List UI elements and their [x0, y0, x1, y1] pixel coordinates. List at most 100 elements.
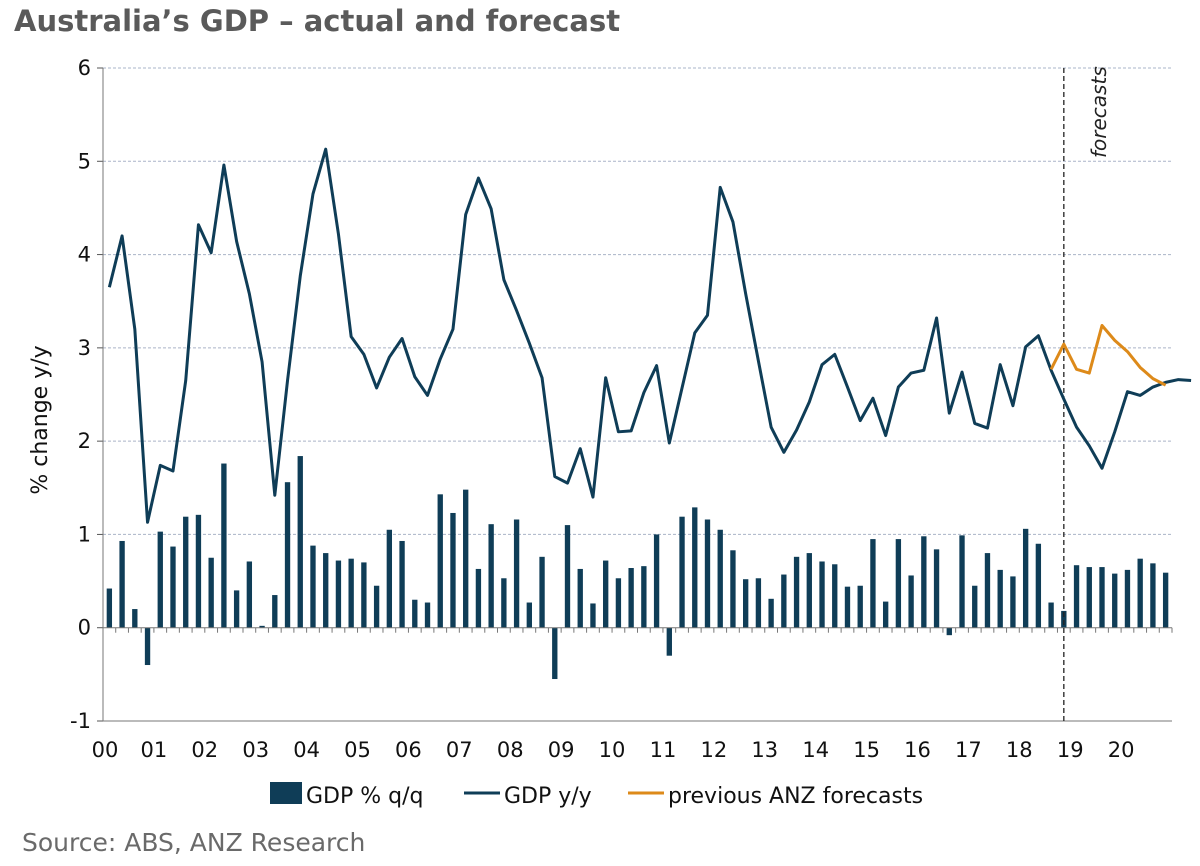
y-tick-label: 2: [78, 429, 91, 453]
bar: [246, 561, 253, 628]
bar: [666, 627, 672, 656]
bar: [1035, 543, 1042, 628]
bar: [577, 568, 583, 628]
bar: [564, 525, 571, 628]
bar: [704, 519, 711, 628]
bar: [972, 585, 978, 628]
bar: [373, 585, 380, 628]
bar: [132, 609, 138, 628]
bar: [1010, 576, 1016, 628]
bar: [692, 507, 698, 628]
bar: [386, 529, 393, 628]
bar: [119, 540, 125, 628]
x-tick-label: 13: [751, 738, 778, 762]
legend: GDP % q/q GDP y/y previous ANZ forecasts: [270, 782, 923, 809]
x-tick-label: 20: [1108, 738, 1135, 762]
x-tick-label: 18: [1006, 738, 1033, 762]
bar: [921, 536, 927, 628]
y-tick-label: 3: [78, 336, 91, 360]
bar: [857, 585, 863, 628]
y-tick-label: -1: [70, 709, 91, 733]
x-tick-label: 19: [1057, 738, 1084, 762]
forecast-annotation: forecasts: [1087, 66, 1111, 158]
line-series: [107, 147, 1192, 524]
bar: [768, 598, 774, 628]
bar: [539, 556, 545, 628]
bar: [679, 516, 685, 628]
bar: [1099, 567, 1105, 628]
bar: [1086, 567, 1092, 628]
bar: [475, 568, 482, 628]
bar: [488, 524, 494, 628]
legend-label-gdp-qq: GDP % q/q: [306, 784, 424, 809]
bar: [743, 579, 749, 628]
y-tick-label: 4: [78, 243, 91, 267]
x-tick-label: 11: [650, 738, 677, 762]
legend-swatch-gdp-qq: [270, 782, 302, 804]
bar: [424, 602, 431, 628]
bar: [552, 627, 558, 680]
bar: [959, 535, 965, 628]
bar: [603, 560, 609, 628]
bar: [628, 568, 634, 628]
bar: [1124, 569, 1131, 628]
x-tick-labels: 00 01 02 03 04 05 06 07 08 09 10 11 12 13 14 15 16 17 18 19…: [92, 738, 1135, 762]
line-gdp-yy: [107, 147, 1192, 524]
x-tick-label: 12: [701, 738, 728, 762]
bar: [882, 601, 889, 628]
y-tick-label: 5: [78, 149, 91, 173]
legend-label-gdp-yy: GDP y/y: [504, 784, 592, 809]
bar: [832, 564, 838, 628]
bar: [348, 558, 354, 628]
bar: [284, 482, 291, 628]
bar: [221, 463, 227, 628]
y-tick-label: 6: [78, 56, 91, 80]
bar: [310, 545, 316, 628]
bar: [806, 553, 812, 628]
bar: [437, 494, 443, 628]
bar: [1048, 602, 1054, 628]
bar: [272, 595, 278, 628]
bar: [233, 590, 240, 628]
x-tick-label: 04: [293, 738, 320, 762]
bar: [157, 531, 163, 628]
x-tick-label: 09: [548, 738, 575, 762]
bar: [513, 519, 520, 628]
bar: [195, 514, 202, 628]
bar: [590, 603, 596, 628]
bar-series-gdp-qq: [106, 456, 1169, 680]
bar: [997, 569, 1003, 628]
bar: [730, 550, 736, 628]
legend-label-previous: previous ANZ forecasts: [668, 784, 923, 809]
bar: [717, 529, 723, 628]
bar: [984, 553, 991, 628]
x-tick-label: 00: [92, 738, 119, 762]
x-tick-label: 08: [497, 738, 524, 762]
x-tick-label: 17: [955, 738, 982, 762]
line-previous-anz-forecasts: [1049, 323, 1167, 387]
bar: [1061, 610, 1067, 628]
x-tick-label: 15: [853, 738, 880, 762]
chart-title: Australia’s GDP – actual and forecast: [14, 4, 621, 38]
bar: [335, 560, 342, 628]
y-tick-labels: 6 5 4 3 2 1 0 -1: [70, 56, 91, 733]
bar: [1137, 558, 1143, 628]
x-tick-label: 10: [599, 738, 626, 762]
x-tick-label: 16: [904, 738, 931, 762]
x-tick-label: 05: [344, 738, 371, 762]
bar: [106, 588, 113, 628]
source-note: Source: ABS, ANZ Research: [22, 828, 366, 857]
bar: [399, 540, 405, 628]
bar: [653, 534, 660, 628]
x-tick-label: 06: [395, 738, 422, 762]
bar: [933, 549, 940, 628]
x-tick-label: 02: [191, 738, 218, 762]
y-tick-label: 1: [78, 522, 91, 546]
bar: [183, 516, 189, 628]
bar: [1073, 565, 1080, 628]
bar: [412, 599, 418, 628]
gridlines: [97, 67, 1172, 722]
axes: [102, 68, 1173, 722]
bar: [781, 574, 787, 628]
